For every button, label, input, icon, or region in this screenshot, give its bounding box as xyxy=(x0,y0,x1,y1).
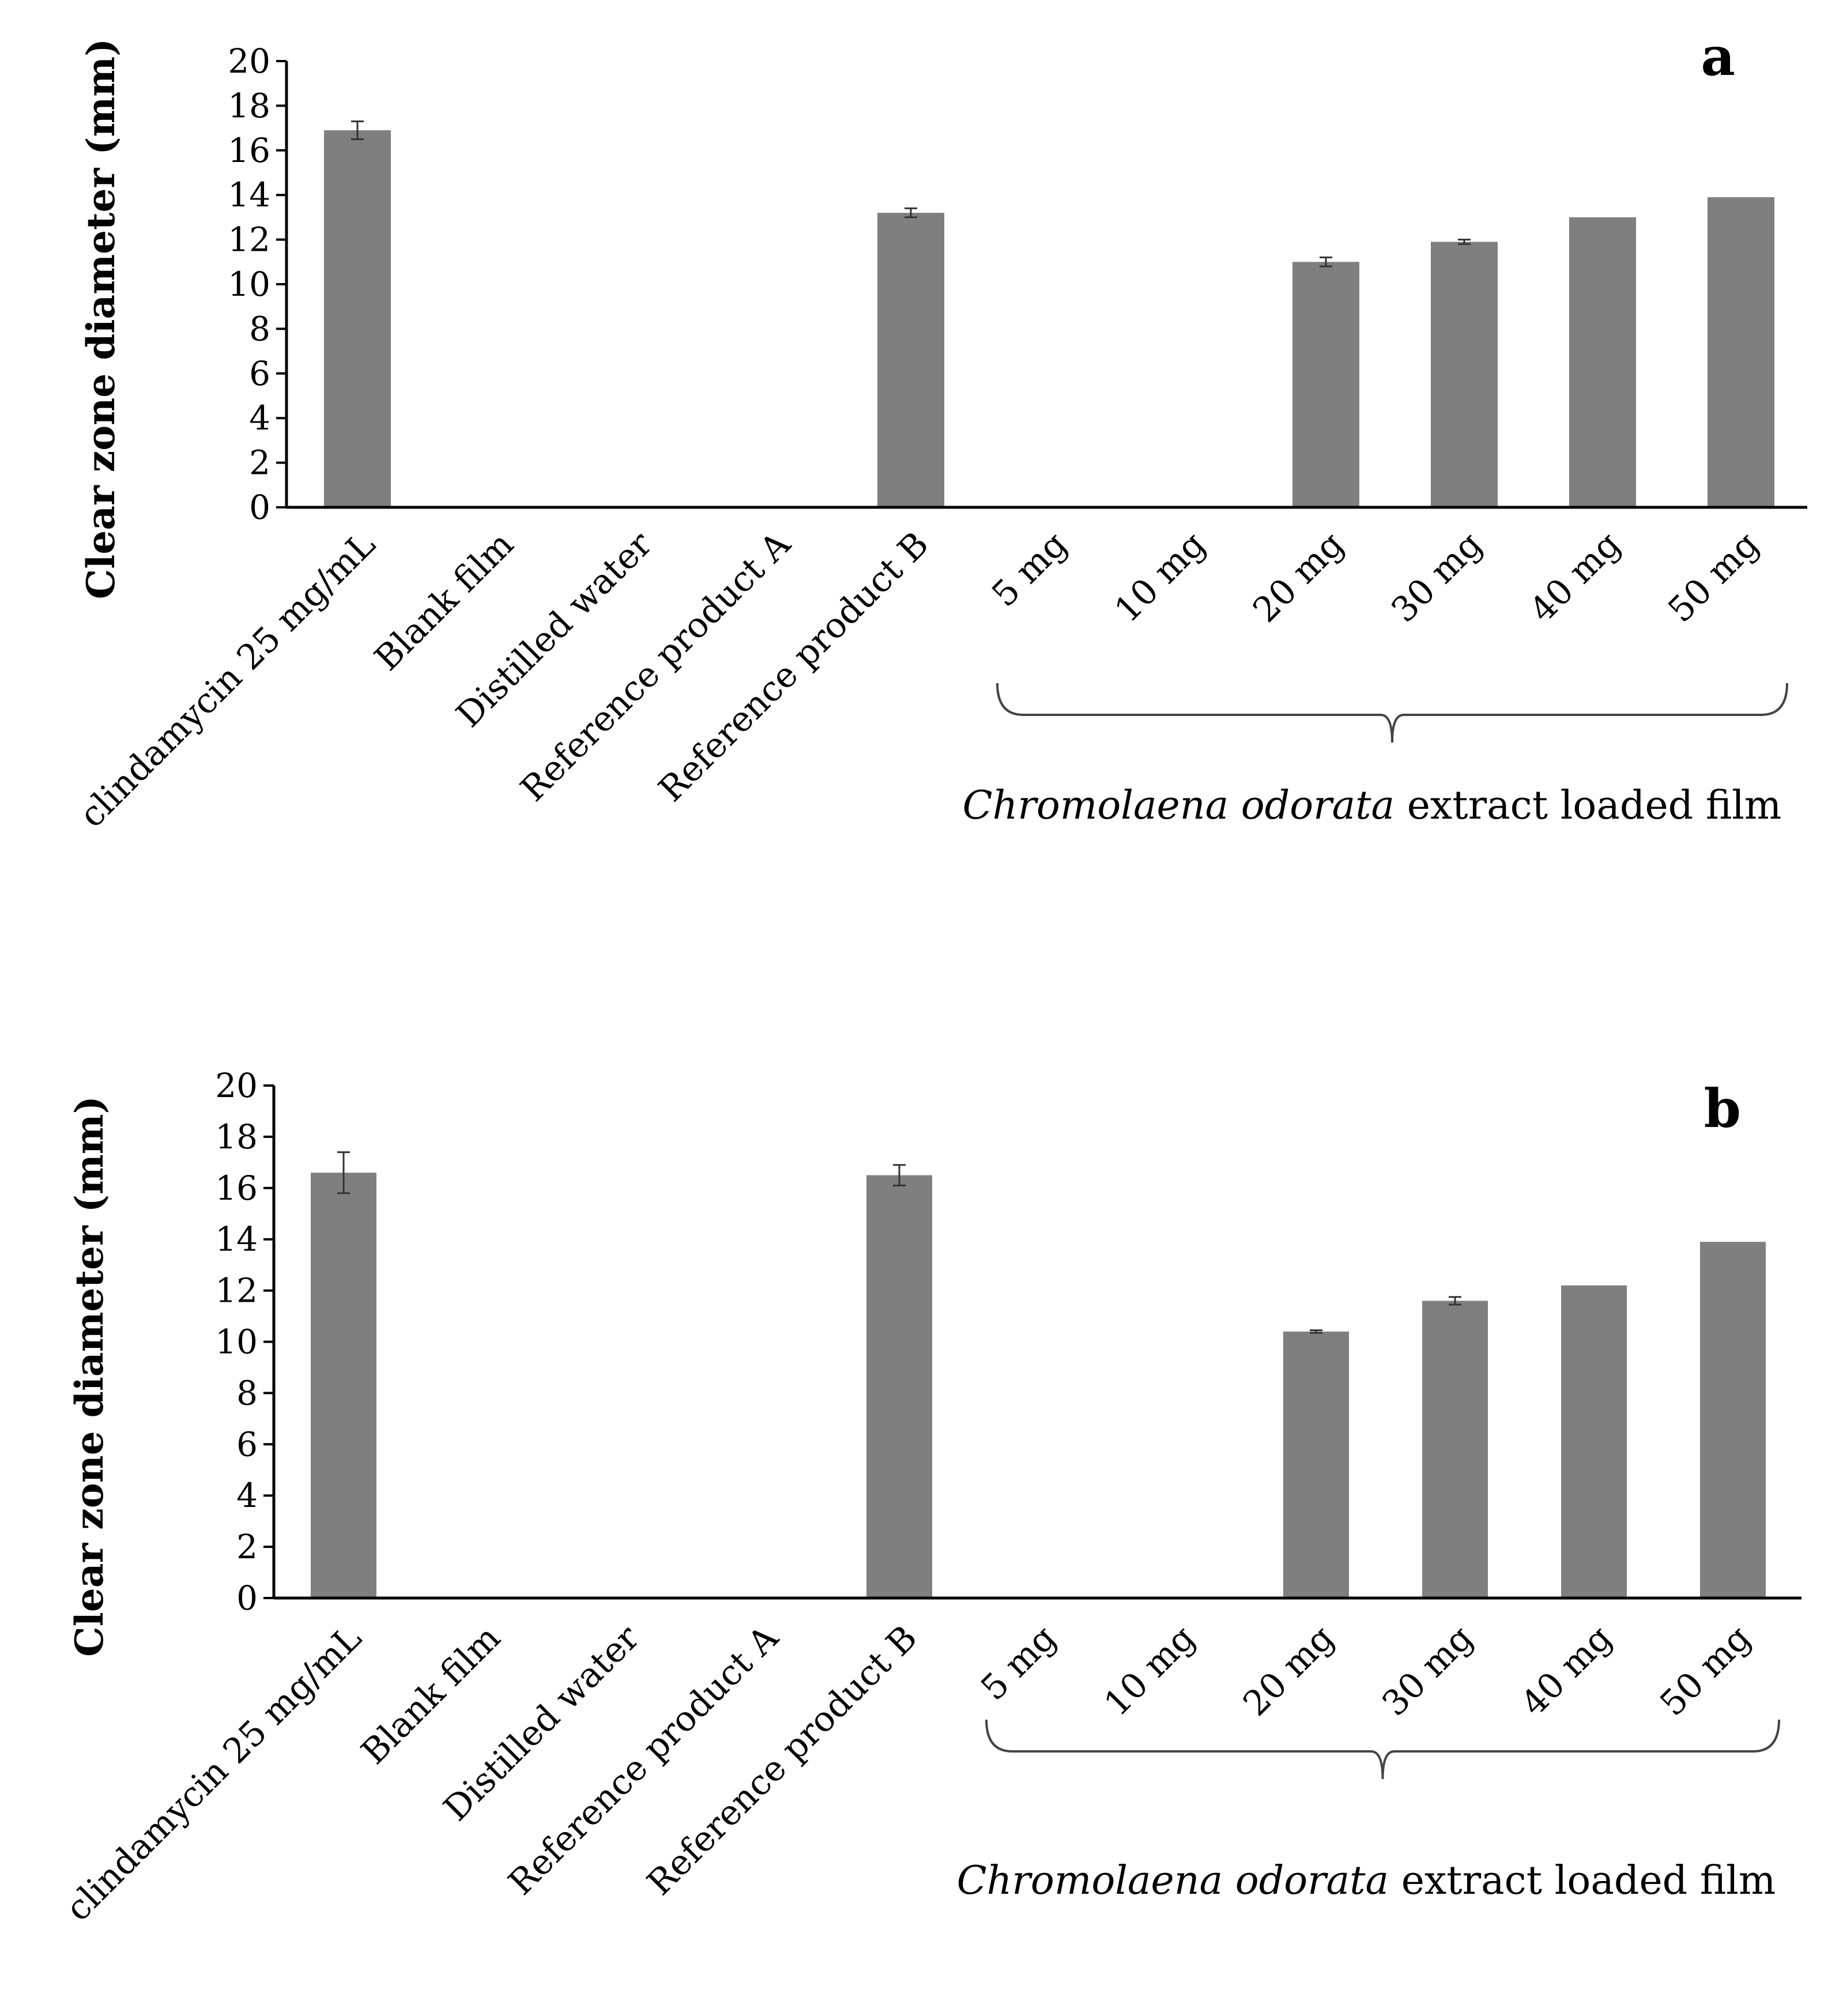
y-tick-label: 6 xyxy=(249,354,270,393)
y-tick-label: 8 xyxy=(236,1373,258,1412)
y-tick-label: 2 xyxy=(236,1527,258,1566)
y-tick-label: 4 xyxy=(249,398,270,438)
group-label: Chromolaena odorata extract loaded film xyxy=(963,783,1782,828)
group-label-species: Chromolaena odorata xyxy=(963,783,1395,828)
bar-a-7 xyxy=(1292,262,1359,507)
x-tick-label: Blank film xyxy=(353,1618,508,1772)
y-tick-label: 14 xyxy=(215,1220,258,1259)
bar-a-0 xyxy=(324,130,391,508)
y-tick-label: 20 xyxy=(215,1066,258,1105)
bar-a-10 xyxy=(1708,197,1774,507)
x-tick-label: Blank film xyxy=(367,524,521,679)
bar-b-9 xyxy=(1561,1285,1627,1598)
group-label-text: extract loaded film xyxy=(1389,1858,1776,1904)
x-tick-label: 20 mg xyxy=(1235,1618,1341,1724)
chart-panel-b: 0 2 4 6 8 10 12 14 16 18 20 clindamycin 25 mg/mLBla… xyxy=(58,1066,1801,1929)
x-tick-label: 30 mg xyxy=(1384,524,1490,630)
group-label-species: Chromolaena odorata xyxy=(957,1858,1389,1904)
y-tick-label: 16 xyxy=(215,1169,258,1208)
y-axis-title: Clear zone diameter (mm) xyxy=(78,39,123,600)
x-tick-label: Reference product A xyxy=(501,1618,786,1903)
y-tick-label: 12 xyxy=(215,1271,258,1310)
y-tick-label: 2 xyxy=(249,443,270,483)
x-tick-label: 10 mg xyxy=(1096,1618,1203,1724)
y-tick-label: 0 xyxy=(249,488,270,527)
y-tick-label: 6 xyxy=(236,1425,258,1464)
group-label-text: extract loaded film xyxy=(1395,783,1781,828)
x-tick-label: Reference product B xyxy=(651,524,936,809)
bar-a-4 xyxy=(877,213,944,507)
x-tick-label: 50 mg xyxy=(1652,1618,1758,1724)
y-tick-label: 18 xyxy=(228,86,270,125)
group-brace xyxy=(985,1719,1780,1780)
y-axis-title: Clear zone diameter (mm) xyxy=(67,1096,112,1657)
y-tick-label: 10 xyxy=(228,265,270,304)
bar-b-8 xyxy=(1422,1301,1488,1598)
y-tick-label: 18 xyxy=(215,1117,258,1156)
y-tick-label: 8 xyxy=(249,309,270,348)
panel-letter: a xyxy=(1701,25,1735,88)
bar-b-10 xyxy=(1700,1242,1766,1598)
x-tick-label: clindamycin 25 mg/mL xyxy=(58,1618,370,1929)
x-tick-label: 5 mg xyxy=(973,1618,1064,1708)
x-tick-label: 40 mg xyxy=(1522,524,1628,630)
y-tick-label: 16 xyxy=(228,131,270,170)
bar-a-9 xyxy=(1569,217,1636,507)
bar-b-7 xyxy=(1283,1331,1349,1598)
y-tick-label: 10 xyxy=(215,1322,258,1362)
bar-b-0 xyxy=(311,1173,376,1598)
x-tick-label: Reference product A xyxy=(513,524,798,809)
panel-letter: b xyxy=(1704,1077,1741,1140)
y-tick-label: 14 xyxy=(228,175,270,214)
bar-a-8 xyxy=(1431,242,1498,507)
y-tick-label: 0 xyxy=(236,1578,258,1618)
group-brace xyxy=(996,683,1788,743)
x-tick-label: Reference product B xyxy=(639,1618,925,1903)
x-tick-label: 5 mg xyxy=(984,524,1075,615)
y-tick-label: 4 xyxy=(236,1476,258,1515)
bar-b-4 xyxy=(866,1175,932,1598)
group-label: Chromolaena odorata extract loaded film xyxy=(957,1858,1776,1904)
x-tick-label: 20 mg xyxy=(1245,524,1351,630)
y-tick-label: 12 xyxy=(228,220,270,259)
y-tick-label: 20 xyxy=(228,42,270,81)
x-tick-label: 40 mg xyxy=(1513,1618,1619,1724)
x-tick-label: 50 mg xyxy=(1660,524,1766,630)
x-tick-label: 10 mg xyxy=(1107,524,1213,630)
x-tick-label: 30 mg xyxy=(1374,1618,1480,1724)
